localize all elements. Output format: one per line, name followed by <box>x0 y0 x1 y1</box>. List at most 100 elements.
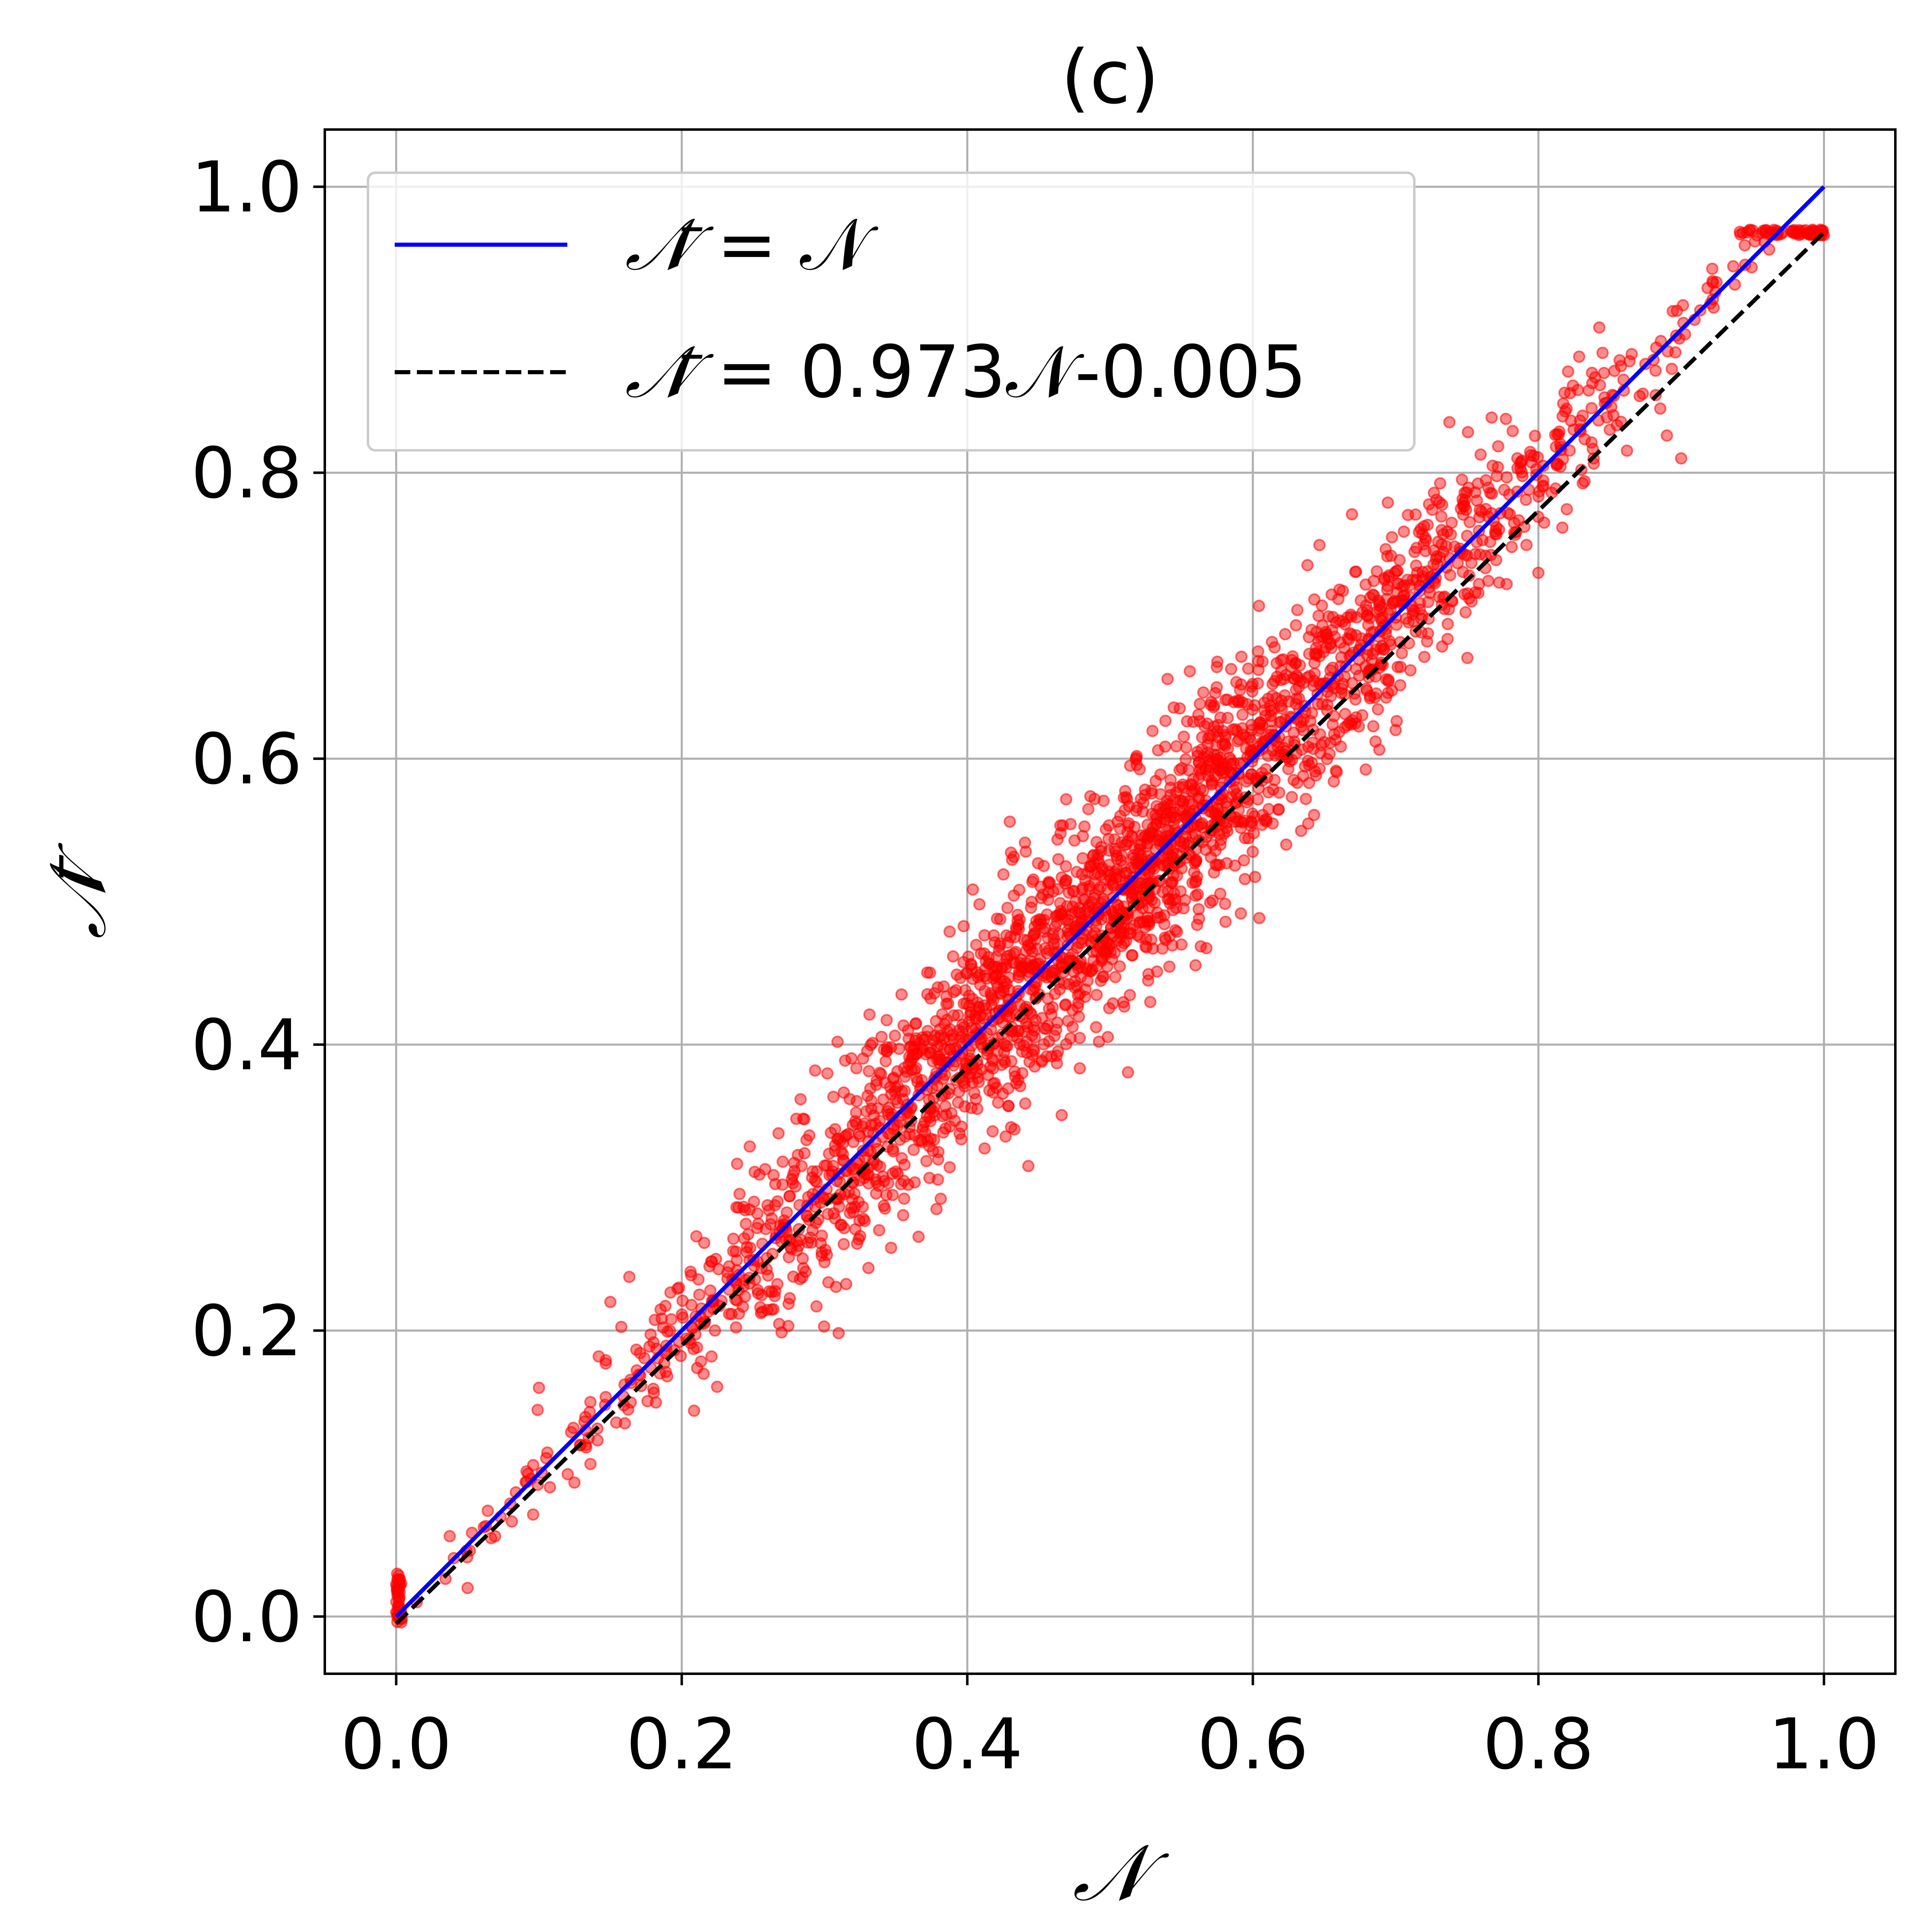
scatter-point <box>891 1120 904 1133</box>
scatter-point <box>935 1192 947 1205</box>
scatter-point <box>1027 873 1040 886</box>
scatter-point <box>818 1192 830 1205</box>
scatter-point <box>1594 379 1606 391</box>
scatter-point <box>1035 892 1048 904</box>
scatter-point <box>1219 915 1232 928</box>
scatter-point <box>1211 859 1224 872</box>
scatter-point <box>850 1062 863 1075</box>
scatter-point <box>461 1582 474 1594</box>
scatter-point <box>941 1013 953 1026</box>
scatter-point <box>793 1273 806 1286</box>
scatter-point <box>685 1299 698 1311</box>
scatter-point <box>1426 503 1439 516</box>
scatter-point <box>940 990 953 1003</box>
scatter-point <box>985 989 998 1002</box>
scatter-point <box>1165 877 1178 890</box>
scatter-point <box>1167 701 1180 714</box>
scatter-point <box>1505 541 1518 554</box>
scatter-point <box>1603 424 1616 436</box>
scatter-point <box>1175 762 1188 775</box>
scatter-point <box>1533 485 1545 498</box>
scatter-point <box>938 1043 951 1056</box>
x-tick-label: 0.4 <box>912 1704 1023 1785</box>
scatter-point <box>1385 549 1397 562</box>
scatter-point <box>1486 459 1499 472</box>
scatter-point <box>1145 784 1158 797</box>
scatter-point <box>727 1232 740 1245</box>
scatter-point <box>505 1515 518 1528</box>
legend-eq-identity: = 𝒩 <box>717 203 878 287</box>
scatter-point <box>711 1381 724 1393</box>
scatter-point <box>1177 797 1190 809</box>
scatter-point <box>880 1014 893 1026</box>
scatter-point <box>850 1106 863 1119</box>
scatter-point <box>963 989 976 1002</box>
scatter-point <box>1266 817 1279 830</box>
scatter-point <box>1002 1100 1015 1112</box>
scatter-point <box>1303 776 1316 789</box>
scatter-point <box>1444 569 1457 581</box>
scatter-point <box>1173 781 1186 794</box>
scatter-point <box>803 1129 816 1142</box>
scatter-point <box>584 1457 597 1470</box>
scatter-point <box>615 1320 628 1333</box>
scatter-point <box>1117 791 1130 804</box>
scatter-point <box>1500 471 1513 484</box>
scatter-point <box>1009 1070 1021 1083</box>
scatter-point <box>723 1308 736 1320</box>
scatter-point <box>1596 347 1609 359</box>
scatter-point <box>1389 724 1402 737</box>
scatter-point <box>880 1188 893 1201</box>
legend-box <box>367 171 1416 452</box>
scatter-point <box>1246 846 1259 858</box>
legend-entry-identity: 𝒩̄ = 𝒩 <box>625 203 879 287</box>
scatter-point <box>1042 894 1055 906</box>
scatter-point <box>862 1168 875 1181</box>
scatter-point <box>1252 645 1265 658</box>
scatter-point <box>920 1155 933 1168</box>
scatter-point <box>827 1091 840 1103</box>
scatter-point <box>1267 783 1279 796</box>
scatter-point <box>1457 497 1470 510</box>
scatter-point <box>1166 939 1179 952</box>
scatter-point <box>1290 697 1302 710</box>
scatter-point <box>561 1468 574 1480</box>
scatter-point <box>1585 402 1598 415</box>
scatter-point <box>1090 989 1103 1001</box>
scatter-point <box>705 1350 718 1363</box>
scatter-point <box>1462 426 1474 438</box>
y-tick-label: 0.8 <box>191 433 302 514</box>
scatter-point <box>733 1188 746 1200</box>
x-tick-label: 1.0 <box>1768 1704 1879 1785</box>
scatter-point <box>1381 496 1394 509</box>
scatter-point <box>908 1129 921 1142</box>
scatter-point <box>1302 817 1315 830</box>
scatter-point <box>1679 328 1691 341</box>
scatter-point <box>1443 416 1456 429</box>
scatter-point <box>1238 854 1250 867</box>
scatter-point <box>1654 402 1667 415</box>
y-tick-label: 0.0 <box>191 1577 302 1658</box>
scatter-point <box>1151 911 1164 924</box>
scatter-point <box>953 1127 966 1140</box>
scatter-point <box>740 1218 752 1230</box>
scatter-point <box>731 1158 743 1170</box>
scatter-point <box>730 1321 743 1334</box>
scatter-point <box>676 1311 689 1324</box>
scatter-point <box>1123 927 1136 940</box>
scatter-point <box>622 1403 634 1416</box>
scatter-point <box>943 1161 956 1174</box>
scatter-point <box>1201 746 1214 759</box>
scatter-point <box>751 1222 763 1235</box>
scatter-point <box>1085 936 1097 948</box>
scatter-point <box>532 1381 545 1394</box>
scatter-point <box>1122 817 1135 830</box>
scatter-point <box>1576 409 1589 422</box>
scatter-point <box>947 950 960 963</box>
scatter-point <box>943 925 956 938</box>
scatter-point <box>1381 593 1393 605</box>
scatter-point <box>1280 838 1293 851</box>
scatter-point <box>1192 903 1205 915</box>
scatter-point <box>1265 636 1278 649</box>
scatter-point <box>489 1530 502 1543</box>
